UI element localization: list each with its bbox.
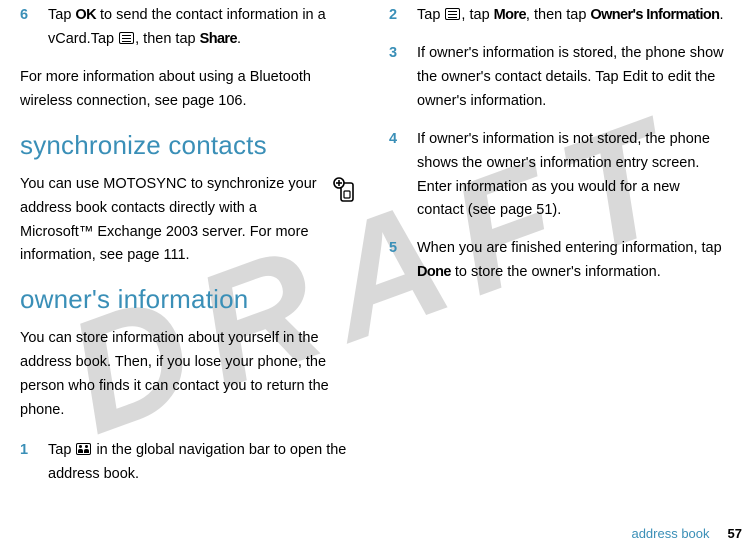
left-column: 6 Tap OK to send the contact information… xyxy=(6,4,375,547)
step-text: When you are finished entering informati… xyxy=(417,237,730,285)
more-label: More xyxy=(494,7,526,23)
step-6: 6 Tap OK to send the contact information… xyxy=(20,4,361,52)
step-text: Tap OK to send the contact information i… xyxy=(48,4,361,52)
step-3: 3 If owner's information is stored, the … xyxy=(389,42,730,114)
step-text: If owner's information is not stored, th… xyxy=(417,128,730,224)
step-number: 3 xyxy=(389,42,417,114)
text-fragment: , tap xyxy=(461,7,493,23)
page-content: 6 Tap OK to send the contact information… xyxy=(0,0,756,547)
text-fragment: Tap xyxy=(48,442,75,458)
step-4: 4 If owner's information is not stored, … xyxy=(389,128,730,224)
sync-block: You can use MOTOSYNC to synchronize your… xyxy=(20,173,361,269)
owner-paragraph: You can store information about yourself… xyxy=(20,327,361,423)
text-fragment: Tap xyxy=(417,7,444,23)
text-fragment: Tap xyxy=(48,7,75,23)
right-column: 2 Tap , tap More, then tap Owner's Infor… xyxy=(375,4,744,547)
done-label: Done xyxy=(417,264,451,280)
ok-label: OK xyxy=(75,7,96,23)
text-fragment: . xyxy=(719,7,723,23)
text-fragment: When you are finished entering informati… xyxy=(417,240,722,256)
menu-icon xyxy=(445,8,460,20)
footer-section-label: address book xyxy=(631,526,709,541)
page-footer: address book 57 xyxy=(631,526,742,541)
text-fragment: to store the owner's information. xyxy=(451,264,661,280)
contacts-icon xyxy=(76,443,91,455)
heading-owner: owner's information xyxy=(20,284,361,315)
page-number: 57 xyxy=(728,526,742,541)
sync-paragraph: You can use MOTOSYNC to synchronize your… xyxy=(20,173,327,269)
step-number: 1 xyxy=(20,439,48,487)
step-text: If owner's information is stored, the ph… xyxy=(417,42,730,114)
share-label: Share xyxy=(200,31,237,47)
step-2: 2 Tap , tap More, then tap Owner's Infor… xyxy=(389,4,730,28)
text-fragment: . xyxy=(237,31,241,47)
text-fragment: , then tap xyxy=(135,31,200,47)
step-5: 5 When you are finished entering informa… xyxy=(389,237,730,285)
text-fragment: , then tap xyxy=(526,7,591,23)
step-number: 5 xyxy=(389,237,417,285)
step-number: 6 xyxy=(20,4,48,52)
step-text: Tap , tap More, then tap Owner's Informa… xyxy=(417,4,723,28)
sim-plus-icon xyxy=(331,175,361,205)
owner-info-label: Owner's Information xyxy=(590,7,719,23)
step-text: Tap in the global navigation bar to open… xyxy=(48,439,361,487)
step-1: 1 Tap in the global navigation bar to op… xyxy=(20,439,361,487)
step-number: 4 xyxy=(389,128,417,224)
bluetooth-note: For more information about using a Bluet… xyxy=(20,66,361,114)
text-fragment: in the global navigation bar to open the… xyxy=(48,442,346,482)
heading-synchronize: synchronize contacts xyxy=(20,130,361,161)
step-number: 2 xyxy=(389,4,417,28)
menu-icon xyxy=(119,32,134,44)
